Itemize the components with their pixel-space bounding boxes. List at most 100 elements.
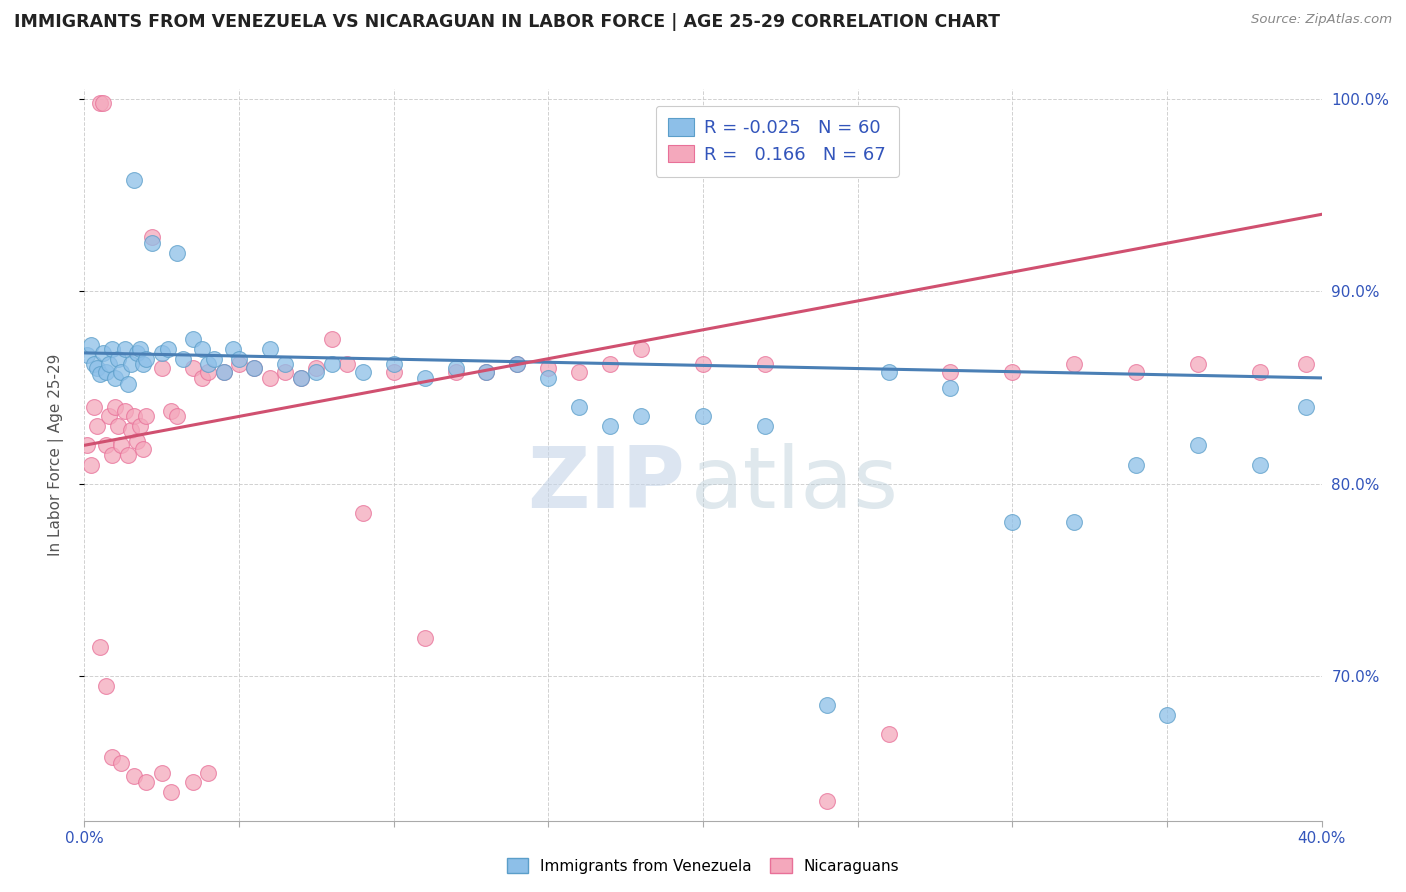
Point <box>1063 516 1085 530</box>
Point <box>352 365 374 379</box>
Point <box>1001 516 1024 530</box>
Point <box>181 361 204 376</box>
Point <box>1125 458 1147 472</box>
Point <box>89 95 111 110</box>
Point <box>79 458 101 472</box>
Point <box>754 419 776 434</box>
Text: ZIP: ZIP <box>527 442 685 525</box>
Point <box>815 698 838 713</box>
Point <box>336 358 359 372</box>
Point <box>475 365 498 379</box>
Point <box>506 358 529 372</box>
Point <box>91 95 114 110</box>
Point <box>1001 365 1024 379</box>
Point <box>202 351 225 366</box>
Point <box>1187 358 1209 372</box>
Point <box>274 358 297 372</box>
Text: Source: ZipAtlas.com: Source: ZipAtlas.com <box>1251 13 1392 27</box>
Point <box>1249 458 1271 472</box>
Point <box>135 351 157 366</box>
Point <box>754 358 776 372</box>
Point <box>305 361 328 376</box>
Point <box>156 342 179 356</box>
Point <box>1125 365 1147 379</box>
Point <box>506 358 529 372</box>
Point <box>692 409 714 424</box>
Point <box>110 365 132 379</box>
Point <box>91 346 114 360</box>
Point <box>104 371 127 385</box>
Point <box>222 342 245 356</box>
Point <box>352 506 374 520</box>
Point <box>135 775 157 789</box>
Point <box>114 403 136 417</box>
Point <box>243 361 266 376</box>
Point <box>815 794 838 808</box>
Point <box>132 442 155 457</box>
Y-axis label: In Labor Force | Age 25-29: In Labor Force | Age 25-29 <box>48 354 63 556</box>
Point <box>160 403 183 417</box>
Point <box>444 365 467 379</box>
Point <box>191 342 214 356</box>
Point <box>939 365 962 379</box>
Point <box>114 342 136 356</box>
Point <box>83 400 105 414</box>
Point <box>181 333 204 347</box>
Point <box>599 358 621 372</box>
Point <box>150 765 173 780</box>
Point <box>94 679 117 693</box>
Point <box>537 371 560 385</box>
Point <box>89 640 111 655</box>
Point <box>104 400 127 414</box>
Point <box>475 365 498 379</box>
Point <box>79 338 101 352</box>
Point <box>181 775 204 789</box>
Point <box>212 365 235 379</box>
Point <box>86 419 108 434</box>
Point <box>877 365 900 379</box>
Point <box>89 367 111 381</box>
Point <box>228 351 250 366</box>
Point <box>1187 438 1209 452</box>
Point <box>125 434 148 449</box>
Point <box>98 409 121 424</box>
Point <box>83 358 105 372</box>
Text: IMMIGRANTS FROM VENEZUELA VS NICARAGUAN IN LABOR FORCE | AGE 25-29 CORRELATION C: IMMIGRANTS FROM VENEZUELA VS NICARAGUAN … <box>14 13 1000 31</box>
Point <box>382 358 405 372</box>
Point <box>212 365 235 379</box>
Point <box>141 230 163 244</box>
Point <box>110 438 132 452</box>
Point <box>120 358 142 372</box>
Point <box>107 351 129 366</box>
Point <box>86 361 108 376</box>
Point <box>259 371 281 385</box>
Point <box>160 785 183 799</box>
Point <box>166 409 188 424</box>
Point <box>444 361 467 376</box>
Point <box>197 358 219 372</box>
Point <box>150 361 173 376</box>
Text: atlas: atlas <box>690 442 898 525</box>
Point <box>413 631 436 645</box>
Point <box>76 348 98 362</box>
Point <box>129 342 152 356</box>
Point <box>94 438 117 452</box>
Point <box>101 342 124 356</box>
Point <box>101 448 124 462</box>
Point <box>537 361 560 376</box>
Point <box>197 765 219 780</box>
Point <box>939 380 962 394</box>
Point <box>107 419 129 434</box>
Point <box>1156 707 1178 722</box>
Point <box>76 438 98 452</box>
Point <box>122 769 145 783</box>
Legend: R = -0.025   N = 60, R =   0.166   N = 67: R = -0.025 N = 60, R = 0.166 N = 67 <box>655 105 898 177</box>
Point <box>568 365 591 379</box>
Point <box>98 358 121 372</box>
Point <box>630 342 652 356</box>
Point <box>120 423 142 437</box>
Point <box>321 358 343 372</box>
Point <box>197 365 219 379</box>
Point <box>413 371 436 385</box>
Point <box>94 365 117 379</box>
